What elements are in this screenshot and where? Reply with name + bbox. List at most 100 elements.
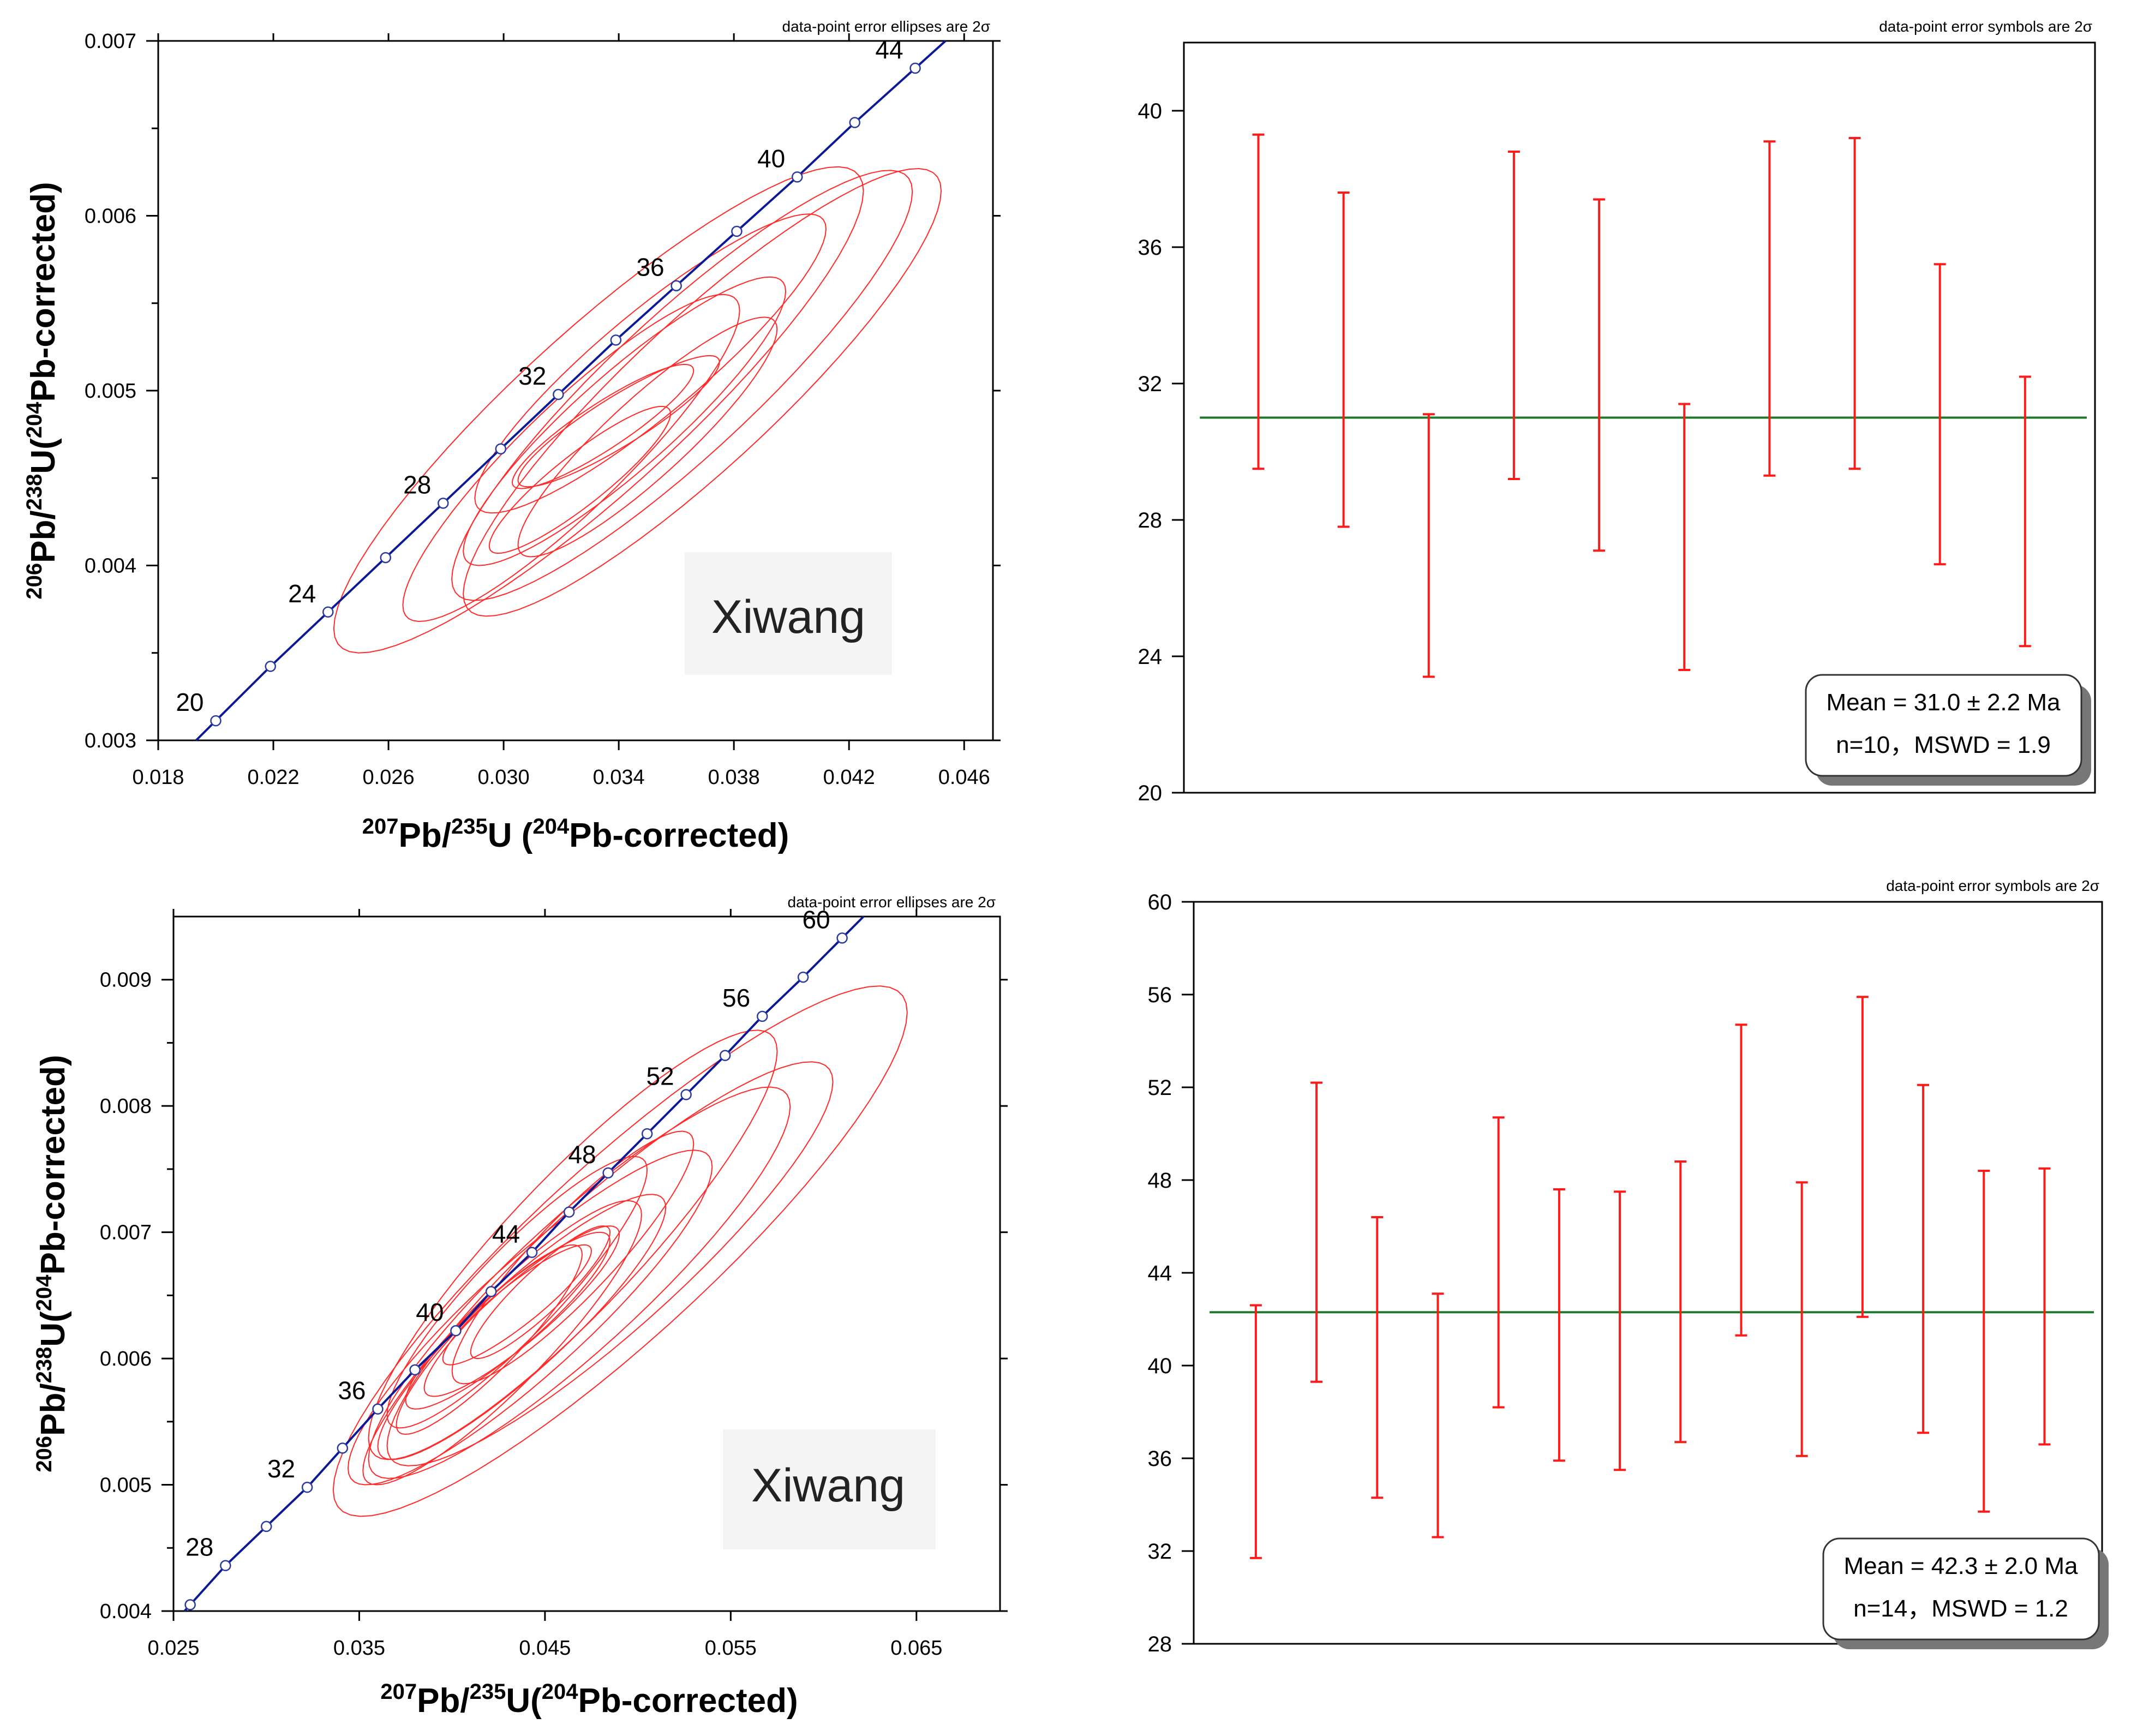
y-tick-label: 0.008 (100, 1095, 152, 1118)
error-ellipse (474, 213, 827, 514)
y-tick-label: 0.006 (85, 205, 136, 228)
error-ellipse (332, 985, 908, 1517)
concordia-age-marker (409, 1364, 421, 1376)
y-tick-label: 0.004 (100, 1600, 152, 1623)
error-bar (1422, 413, 1435, 678)
concordia-age-marker (756, 1010, 768, 1022)
concordia-age-marker (438, 498, 449, 509)
mean-bottom-stats-box: Mean = 42.3 ± 2.0 Ma n=14，MSWD = 1.2 (1822, 1537, 2109, 1649)
error-bar (1432, 1292, 1444, 1539)
error-bar (1310, 1081, 1323, 1383)
concordia-age-label: 56 (722, 984, 750, 1012)
mean-bottom-note: data-point error symbols are 2σ (1886, 877, 2099, 894)
error-ellipse (463, 167, 942, 617)
concordia-bottom-ellipses (332, 985, 908, 1517)
y-tick-label: 0.009 (100, 969, 152, 992)
mean-top-stats-box: Mean = 31.0 ± 2.2 Ma n=10，MSWD = 1.9 (1805, 674, 2091, 786)
concordia-bottom-x-axis-label: 207Pb/235U(204Pb-corrected) (380, 1680, 798, 1720)
y-tick-label: 28 (1148, 1632, 1172, 1656)
concordia-age-marker (797, 971, 809, 983)
y-tick-label: 0.005 (100, 1474, 152, 1497)
concordia-age-label: 32 (267, 1454, 295, 1483)
error-ellipse (402, 294, 740, 622)
concordia-age-label: 32 (518, 362, 546, 390)
x-tick-label: 0.042 (823, 766, 875, 789)
concordia-age-marker (680, 1089, 692, 1100)
error-ellipse (386, 1061, 834, 1466)
y-tick-label: 24 (1138, 645, 1163, 669)
concordia-top-y-axis-label: 206Pb/238U(204Pb-corrected) (22, 182, 62, 599)
concordia-age-marker (210, 715, 222, 727)
error-bar (1252, 133, 1265, 470)
error-ellipse (386, 1156, 648, 1429)
concordia-curve-line (183, 915, 865, 1612)
error-ellipse (368, 1086, 791, 1479)
x-tick-label: 0.045 (519, 1637, 571, 1660)
x-tick-label: 0.046 (938, 766, 990, 789)
concordia-age-marker (731, 225, 743, 237)
y-tick-label: 0.004 (85, 555, 136, 578)
error-ellipse (451, 170, 913, 601)
concordia-age-label: 36 (636, 253, 664, 282)
y-tick-label: 0.005 (85, 380, 136, 403)
error-bar (2019, 375, 2031, 648)
error-bar (1614, 1190, 1626, 1471)
error-ellipse (333, 166, 864, 654)
error-bar (1249, 1304, 1262, 1559)
x-tick-label: 0.065 (890, 1637, 942, 1660)
error-bar (1371, 1216, 1384, 1499)
mean-top-stats-mean: Mean = 31.0 ± 2.2 Ma (1827, 689, 2061, 716)
concordia-age-label: 28 (403, 470, 431, 499)
concordia-age-marker (184, 1599, 196, 1611)
mean-bottom-stats-n-mswd: n=14，MSWD = 1.2 (1853, 1595, 2068, 1622)
mean-bottom-axes: 28 32 36 40 44 48 52 56 60 (1148, 890, 1194, 1656)
mean-top-stats-n-mswd: n=10，MSWD = 1.9 (1836, 732, 2051, 758)
y-tick-label: 0.003 (85, 729, 136, 752)
concordia-bottom-curve: 28 32 36 40 44 48 52 56 60 (183, 905, 865, 1612)
error-bar (1848, 137, 1861, 470)
y-tick-label: 32 (1148, 1540, 1172, 1564)
error-ellipse (347, 1150, 713, 1486)
stats-box-frame (1805, 674, 2082, 777)
concordia-age-label: 20 (176, 688, 203, 716)
y-tick-label: 0.007 (100, 1222, 152, 1244)
mean-top-axes: 20 24 28 32 36 40 (1138, 99, 1184, 805)
error-bar (1917, 1083, 1930, 1434)
concordia-age-marker (220, 1560, 231, 1571)
y-tick-label: 40 (1148, 1354, 1172, 1378)
concordia-age-marker (909, 62, 921, 74)
concordia-age-label: 40 (757, 144, 785, 172)
x-tick-label: 0.034 (593, 766, 645, 789)
error-bar (1492, 1116, 1505, 1409)
concordia-age-marker (553, 388, 564, 400)
concordia-top-x-axis-label: 207Pb/235U (204Pb-corrected) (362, 815, 789, 854)
concordia-top-ellipses (333, 166, 942, 654)
concordia-age-marker (836, 932, 848, 944)
concordia-age-label: 52 (646, 1062, 674, 1090)
concordia-age-marker (719, 1050, 731, 1061)
y-tick-label: 28 (1138, 508, 1163, 532)
error-bar (1978, 1170, 1990, 1513)
error-ellipse (451, 1130, 695, 1385)
error-ellipse (470, 1225, 611, 1360)
x-tick-label: 0.035 (333, 1637, 385, 1660)
concordia-age-marker (265, 661, 277, 672)
y-tick-label: 36 (1138, 236, 1163, 260)
concordia-bottom-axes: 0.025 0.035 0.045 0.055 0.065 0.004 0.005 0.006… (100, 909, 1008, 1660)
sample-label-background (723, 1429, 936, 1549)
sample-label-background (685, 552, 892, 675)
concordia-age-marker (563, 1206, 575, 1218)
y-tick-label: 36 (1148, 1447, 1172, 1471)
concordia-top-curve: 20 24 28 32 36 40 44 (176, 35, 947, 741)
error-bar (2038, 1167, 2051, 1446)
error-bar (1593, 198, 1606, 552)
concordia-bottom-y-axis-label: 206Pb/238U(204Pb-corrected) (32, 1055, 72, 1472)
concordia-age-marker (380, 552, 392, 564)
concordia-age-marker (849, 117, 861, 128)
concordia-age-marker (495, 443, 507, 454)
error-ellipse (368, 1029, 778, 1460)
concordia-age-marker (671, 280, 682, 291)
concordia-age-marker (602, 1167, 614, 1179)
concordia-age-marker (485, 1286, 497, 1297)
